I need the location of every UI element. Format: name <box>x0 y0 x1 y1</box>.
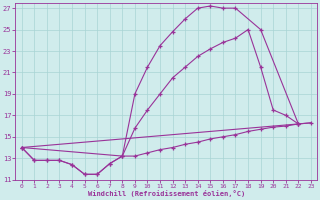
X-axis label: Windchill (Refroidissement éolien,°C): Windchill (Refroidissement éolien,°C) <box>88 190 245 197</box>
